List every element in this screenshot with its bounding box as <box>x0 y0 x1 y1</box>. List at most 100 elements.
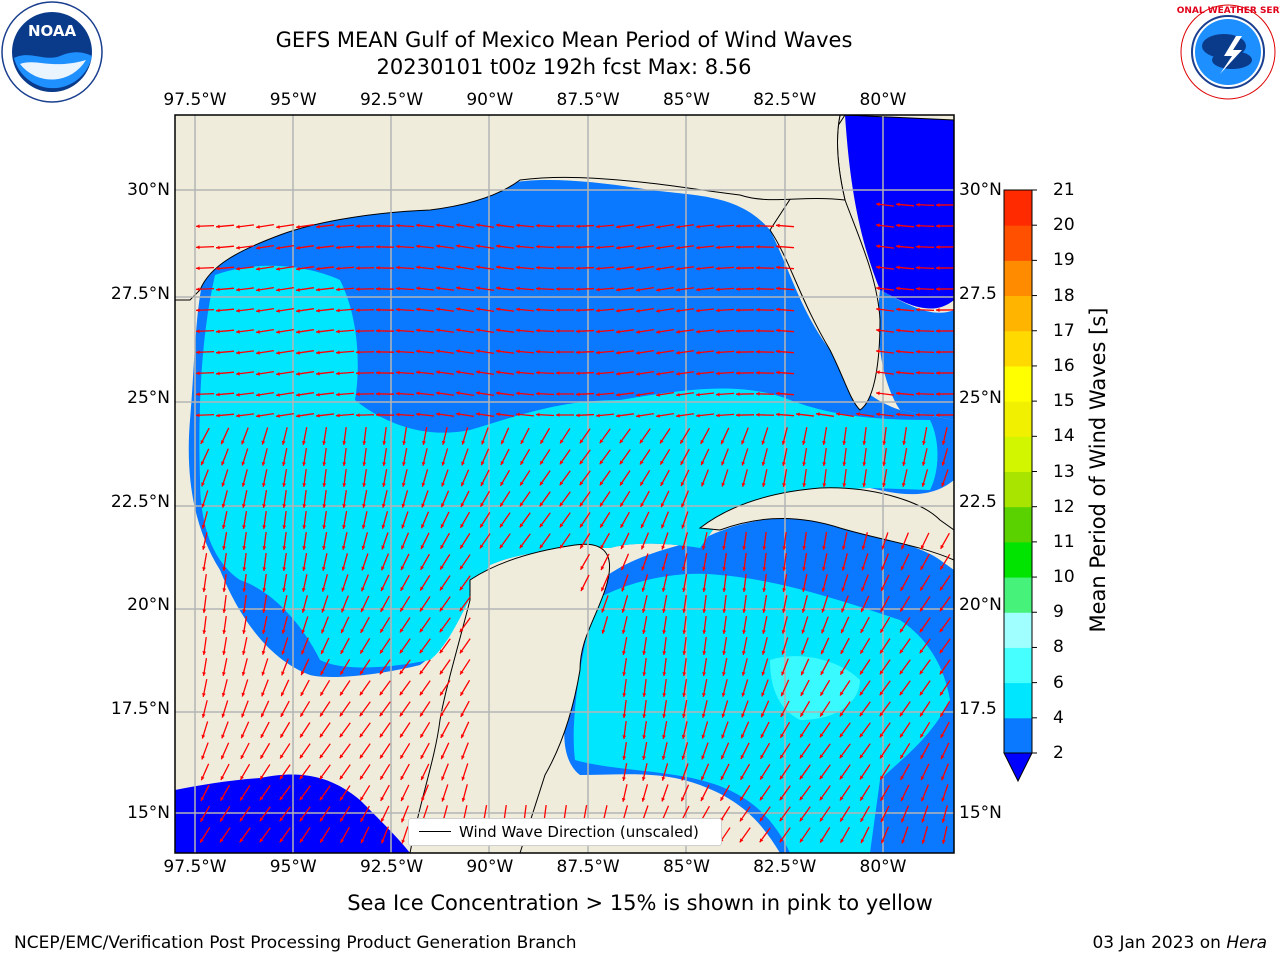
wave-direction-arrowhead <box>221 482 226 487</box>
wave-direction-arrowhead <box>441 440 446 445</box>
wave-direction-arrowhead <box>200 461 205 466</box>
wave-direction-arrowhead <box>400 607 404 612</box>
wave-direction-arrowhead <box>939 649 944 654</box>
wave-direction-arrowhead <box>196 245 200 250</box>
wave-direction-arrowhead <box>376 391 380 396</box>
wave-direction-arrowhead <box>416 328 420 333</box>
wave-direction-arrowhead <box>761 440 766 445</box>
wave-direction-arrowhead <box>296 392 300 397</box>
wave-direction-arrowhead <box>721 461 725 466</box>
wave-direction-arrowhead <box>802 567 806 571</box>
wave-direction-arrowhead <box>701 734 706 739</box>
wave-direction-arrowhead <box>200 838 204 843</box>
wave-direction-arrowhead <box>640 502 645 507</box>
wave-direction-arrowhead <box>261 671 266 676</box>
wave-direction-arrowhead <box>820 838 824 843</box>
wave-direction-arrowhead <box>336 287 340 292</box>
wave-direction-arrowhead <box>419 670 424 675</box>
wave-direction-arrowhead <box>380 796 385 801</box>
wave-direction-arrowhead <box>400 733 404 738</box>
wave-direction-arrowhead <box>799 796 804 801</box>
wave-direction-arrowhead <box>420 586 424 591</box>
wave-direction-arrowhead <box>640 481 644 486</box>
wave-direction-arrowhead <box>281 650 286 655</box>
wave-direction-arrowhead <box>401 503 406 508</box>
wave-direction-arrowhead <box>839 733 844 738</box>
wave-direction-arrowhead <box>756 244 760 249</box>
wave-direction-arrowhead <box>876 412 880 417</box>
legend-line-swatch <box>419 831 451 832</box>
wave-direction-arrowhead <box>941 482 945 487</box>
wave-direction-arrowhead <box>899 691 904 696</box>
wave-direction-arrowhead <box>599 481 604 486</box>
wave-direction-arrowhead <box>201 482 205 487</box>
wave-direction-arrowhead <box>636 224 640 229</box>
wave-direction-arrowhead <box>701 776 705 781</box>
wave-direction-arrowhead <box>661 566 666 571</box>
wave-direction-arrowhead <box>340 629 345 634</box>
wave-direction-arrowhead <box>800 733 804 738</box>
wave-direction-arrowhead <box>741 461 746 466</box>
colorbar-segment <box>1004 330 1032 367</box>
wave-direction-arrowhead <box>642 714 647 718</box>
wave-direction-arrowhead <box>202 567 206 571</box>
wave-direction-arrowhead <box>736 245 740 250</box>
wave-direction-arrowhead <box>256 392 260 397</box>
wave-direction-arrowhead <box>840 670 844 675</box>
wave-direction-arrowhead <box>296 266 300 271</box>
wave-direction-arrowhead <box>742 588 747 592</box>
wave-direction-arrowhead <box>822 441 827 445</box>
wave-direction-arrowhead <box>420 565 424 570</box>
wave-direction-arrowhead <box>939 607 944 612</box>
wave-direction-arrowhead <box>556 224 560 228</box>
wave-direction-arrowhead <box>776 370 780 375</box>
wave-direction-arrowhead <box>460 712 465 717</box>
wave-direction-arrowhead <box>941 776 945 781</box>
wave-direction-arrowhead <box>882 483 886 487</box>
wave-direction-arrowhead <box>476 370 480 375</box>
wave-direction-arrowhead <box>381 503 386 508</box>
wave-direction-arrowhead <box>279 775 284 780</box>
wave-direction-arrowhead <box>276 413 280 418</box>
wave-direction-arrowhead <box>339 796 344 801</box>
wave-direction-arrowhead <box>676 371 680 376</box>
wave-direction-arrowhead <box>940 544 945 549</box>
wave-direction-arrowhead <box>559 502 564 507</box>
wave-direction-arrowhead <box>262 609 266 613</box>
wave-direction-arrowhead <box>662 693 667 697</box>
wave-direction-arrowhead <box>536 370 540 375</box>
wave-direction-arrowhead <box>376 223 380 228</box>
wave-direction-arrowhead <box>782 546 787 550</box>
wave-direction-arrowhead <box>379 691 384 696</box>
wave-direction-arrowhead <box>916 370 920 375</box>
wave-direction-arrowhead <box>940 691 944 696</box>
wave-direction-arrowhead <box>461 482 465 487</box>
wave-direction-arrowhead <box>296 350 300 355</box>
wave-direction-arrowhead <box>320 838 324 843</box>
wave-direction-arrowhead <box>722 588 727 592</box>
lon-tick-bottom: 95°W <box>269 857 317 877</box>
wave-direction-arrowhead <box>479 544 484 549</box>
wave-direction-arrowhead <box>739 817 744 822</box>
wave-direction-arrowhead <box>941 461 946 466</box>
wave-direction-arrowhead <box>742 630 747 634</box>
wave-direction-arrowhead <box>476 223 480 228</box>
wave-direction-arrowhead <box>476 286 480 291</box>
wave-direction-arrowhead <box>236 224 240 229</box>
wave-direction-arrowhead <box>519 523 524 528</box>
wave-direction-arrowhead <box>641 587 646 592</box>
wave-direction-arrowhead <box>236 329 240 334</box>
footer-date: 03 Jan 2023 on Hera <box>1092 933 1267 953</box>
wave-direction-arrowhead <box>481 440 485 445</box>
wave-direction-arrowhead <box>202 588 207 592</box>
colorbar-segment <box>1004 225 1032 261</box>
wave-direction-arrowhead <box>196 329 200 334</box>
wave-direction-arrowhead <box>480 482 485 487</box>
wave-direction-arrowhead <box>516 265 520 270</box>
wave-direction-arrowhead <box>282 567 287 571</box>
wave-direction-arrowhead <box>576 308 580 313</box>
wave-direction-arrowhead <box>436 223 440 228</box>
wave-direction-arrowhead <box>302 525 307 529</box>
wave-direction-arrowhead <box>756 223 760 228</box>
